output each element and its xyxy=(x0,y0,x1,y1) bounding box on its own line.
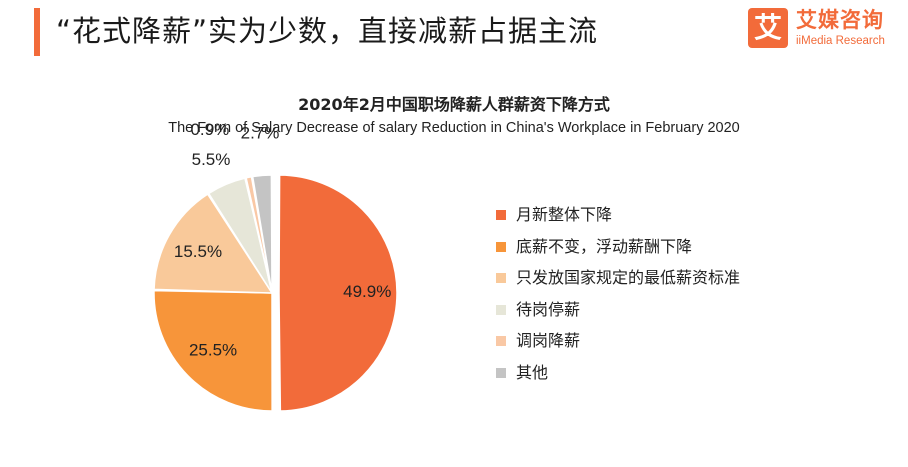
pie-slice-label: 2.7% xyxy=(241,123,280,142)
pie-slice xyxy=(207,177,273,294)
legend-label: 底薪不变，浮动薪酬下降 xyxy=(516,236,693,256)
chart-subtitle: The Form of Salary Decrease of salary Re… xyxy=(168,120,740,136)
logo-chinese-name: 艾媒咨询 xyxy=(796,8,884,32)
page-headline: “花式降薪”实为少数，直接减薪占据主流 xyxy=(56,14,599,48)
legend-swatch xyxy=(496,210,506,220)
pie-slice-label: 25.5% xyxy=(189,340,237,359)
legend-label: 月新整体下降 xyxy=(516,205,613,224)
pie-slice xyxy=(278,174,398,412)
legend-label: 调岗降薪 xyxy=(516,331,581,350)
legend-swatch xyxy=(496,241,506,252)
legend-label: 只发放国家规定的最低薪资标准 xyxy=(516,268,741,287)
pie-slice xyxy=(251,174,273,294)
legend-swatch xyxy=(496,304,506,315)
pie-slice-label: 49.9% xyxy=(343,282,391,301)
pie-slice xyxy=(245,175,273,294)
logo-english-name: iiMedia Research xyxy=(796,35,885,47)
headline-accent-bar xyxy=(34,8,40,56)
pie-slice xyxy=(153,289,273,412)
pie-slice-label: 0.9% xyxy=(190,120,229,139)
legend-label: 待岗停薪 xyxy=(516,299,581,319)
pie-slice xyxy=(153,193,274,294)
legend-label: 其他 xyxy=(516,362,549,382)
pie-chart: 49.9% 25.5% 15.5% 5.5% 0.9% 2.7% xyxy=(153,120,398,412)
legend-swatch xyxy=(496,336,506,346)
legend-swatch xyxy=(496,273,506,283)
brand-logo: 艾 艾媒咨询 iiMedia Research xyxy=(748,8,898,56)
logo-mark-icon: 艾 xyxy=(748,8,788,48)
pie-slice-label: 15.5% xyxy=(174,242,222,261)
chart-title: 2020年2月中国职场降薪人群薪资下降方式 xyxy=(298,95,610,114)
pie-slice-label: 5.5% xyxy=(192,150,231,169)
legend-swatch xyxy=(496,367,506,378)
